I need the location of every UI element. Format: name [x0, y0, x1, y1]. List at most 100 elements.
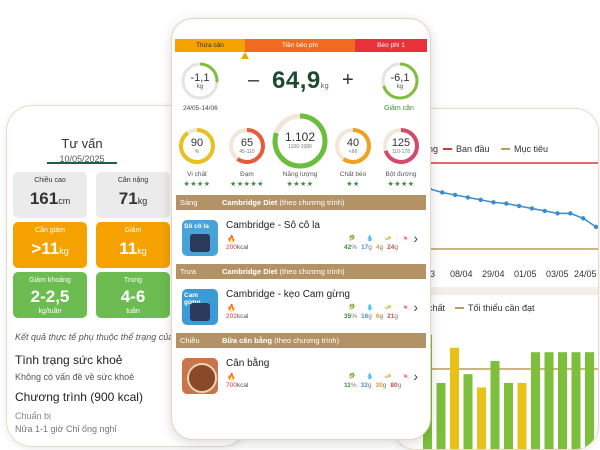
bmi-marker-icon: [241, 52, 249, 59]
bmi-overweight: Thừa cân: [175, 39, 245, 52]
need-lose-value: >11kg: [13, 239, 87, 259]
macro-value: 11%: [344, 382, 357, 389]
product-pack-icon: [190, 303, 210, 321]
rate-card: Giảm khoảng 2-2,5 kg/tuần: [13, 272, 87, 318]
lose-value: 11kg: [96, 239, 170, 259]
legend-baseline-swatch: [443, 148, 452, 150]
nutrition-bar: [585, 352, 594, 449]
meal-card[interactable]: Cam gừngCambridge - kẹo Cam gừng🔥202kcal…: [176, 279, 426, 337]
meal-title: Cambridge - kẹo Cam gừng: [226, 289, 350, 300]
goal-label: Giảm cân: [384, 105, 414, 112]
weight-point: [543, 209, 547, 213]
height-label: Chiều cao: [13, 177, 87, 184]
height-value: 161cm: [13, 189, 87, 209]
dish-plate-icon: [187, 363, 217, 393]
meal-title: Cambridge - Sô cô la: [226, 220, 320, 231]
legend-target-swatch: [501, 148, 510, 150]
tab-consult[interactable]: Tư vấn 10/05/2025: [47, 136, 117, 164]
duration-value: 4-6: [96, 287, 170, 307]
increase-weight-button[interactable]: +: [342, 69, 354, 92]
prev-weight-ring[interactable]: -1,1 kg: [180, 61, 220, 101]
nutrient-range: 45-110: [228, 149, 266, 155]
duration-label: Trong: [96, 277, 170, 284]
meal-kcal: 200kcal: [226, 244, 248, 251]
weight-point: [581, 216, 585, 220]
nutrition-bar: [437, 383, 446, 449]
x-tick-3: 29/04: [482, 269, 505, 279]
current-weight: 64,9kg: [272, 67, 329, 95]
lose-card: Giảm 11kg: [96, 222, 170, 268]
macro-value: 6g: [376, 313, 383, 320]
fiber-icon: 🥬: [348, 373, 355, 380]
nutrient-ring-0[interactable]: 90%: [178, 127, 216, 165]
nutrient-label: Bột đường: [372, 171, 430, 178]
calorie-icon: 🔥: [227, 304, 236, 312]
nutrient-value: 125: [382, 137, 420, 149]
x-tick-6: 24/05: [574, 269, 597, 279]
chevron-right-icon[interactable]: ›: [413, 230, 418, 246]
nutrition-bar: [464, 374, 473, 449]
fat-icon: 🧈: [384, 304, 391, 311]
prepare-detail: Nửa 1-1 giờ Chỉ ống nghỉ: [15, 424, 116, 434]
fiber-icon: 🥬: [348, 304, 355, 311]
weight-point: [555, 211, 559, 215]
tab-underline: [47, 162, 117, 164]
meal-macros: 🥬11%💧32g🧈30g🍬80g: [344, 382, 405, 389]
nutrient-value: 65: [228, 137, 266, 149]
meal-card[interactable]: Cân bằng🔥700kcal🥬11%💧32g🧈30g🍬80g›: [176, 348, 426, 406]
meal-thumbnail: Sô cô la: [182, 220, 218, 256]
weight-point: [594, 225, 598, 229]
chevron-right-icon[interactable]: ›: [413, 299, 418, 315]
meal-program-note: (theo chương trình): [274, 336, 339, 345]
meal-period: Chiều: [176, 333, 222, 348]
nutrient-range: %: [178, 149, 216, 155]
height-card: Chiều cao 161cm: [13, 172, 87, 218]
meal-kcal: 700kcal: [226, 382, 248, 389]
weight-point: [517, 204, 521, 208]
nutrition-bar: [558, 352, 567, 449]
nutrition-bar: [545, 352, 554, 449]
lose-label: Giảm: [96, 227, 170, 234]
x-tick-4: 01/05: [514, 269, 537, 279]
nutrient-ring-3[interactable]: 40<66: [334, 127, 372, 165]
weight-point: [504, 201, 508, 205]
macro-value: 16g: [361, 313, 372, 320]
water-icon: 💧: [366, 235, 373, 242]
meal-program: Cambridge Diet: [222, 267, 277, 276]
weight-point: [568, 211, 572, 215]
nutrition-bar: [531, 352, 540, 449]
meal-program-note: (theo chương trình): [280, 267, 345, 276]
macro-value: 24g: [387, 244, 398, 251]
x-tick-5: 03/05: [546, 269, 569, 279]
prev-weight-value: -1,1: [180, 72, 220, 84]
nutrient-range: 110-178: [382, 149, 420, 155]
chevron-right-icon[interactable]: ›: [413, 368, 418, 384]
result-note: Kết quả thực tế phụ thuộc thể trạng của …: [15, 332, 180, 342]
calorie-icon: 🔥: [227, 373, 236, 381]
nutrient-value: 90: [178, 137, 216, 149]
health-text: Không có vấn đề về sức khoẻ: [15, 372, 134, 382]
sugar-icon: 🍬: [402, 373, 409, 380]
macro-value: 32g: [361, 382, 372, 389]
prev-weight-unit: kg: [180, 84, 220, 90]
macro-value: 4g: [376, 244, 383, 251]
meal-program-note: (theo chương trình): [280, 198, 345, 207]
decrease-weight-button[interactable]: –: [248, 69, 259, 92]
meal-period: Sáng: [176, 195, 222, 210]
macro-value: 42%: [344, 244, 357, 251]
macro-value: 21g: [387, 313, 398, 320]
need-lose-label: Cần giảm: [13, 227, 87, 234]
nutrition-bar: [572, 352, 581, 449]
rate-value: 2-2,5: [13, 287, 87, 307]
weight-card: Cân nặng 71kg: [96, 172, 170, 218]
current-weight-value: 64,9: [272, 67, 321, 94]
goal-weight-ring[interactable]: -6,1 kg: [380, 61, 420, 101]
prepare-text: Chuẩn bị: [15, 411, 51, 421]
fat-icon: 🧈: [384, 235, 391, 242]
rate-label: Giảm khoảng: [13, 277, 87, 284]
